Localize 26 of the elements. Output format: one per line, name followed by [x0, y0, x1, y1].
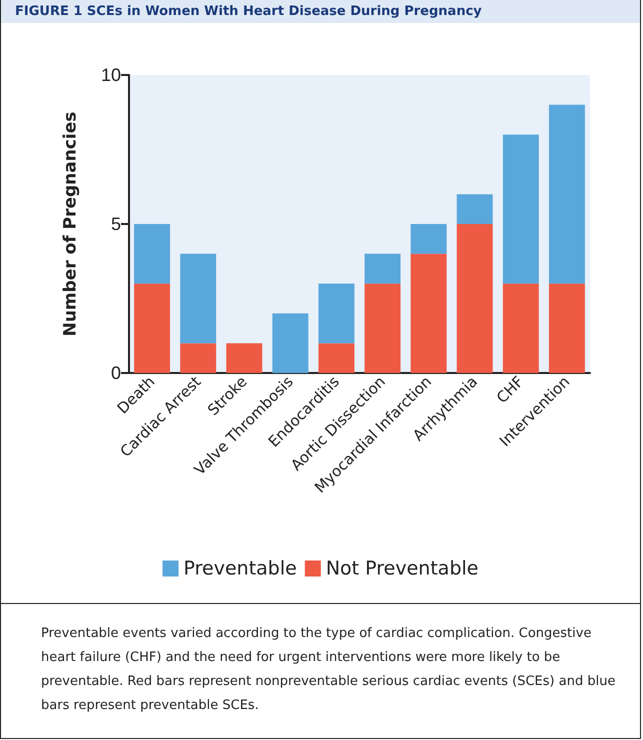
bar — [548, 284, 585, 373]
bar — [502, 284, 539, 373]
bar — [456, 194, 493, 224]
y-tick-label: 0 — [110, 363, 121, 383]
bar — [456, 224, 493, 373]
bar — [364, 254, 401, 284]
y-tick-label: 10 — [100, 65, 121, 85]
y-axis-title: Number of Pregnancies — [60, 112, 80, 336]
bar — [134, 284, 170, 373]
y-tick-label: 5 — [110, 214, 121, 234]
bar — [272, 313, 308, 373]
bar — [318, 284, 354, 344]
bar — [548, 104, 585, 284]
legend-label: Preventable — [184, 558, 297, 580]
bar — [364, 284, 401, 373]
bar — [134, 224, 170, 284]
bar — [410, 224, 447, 254]
legend-label: Not Preventable — [326, 558, 478, 580]
bar — [180, 254, 216, 344]
bar — [318, 343, 354, 373]
text: Preventable events varied according to the type of cardiac complication. Congestive heart failure (CHF) and the need for urgent interventions were more likely to be preventable. Red bars represent nonpreventable serious cardiac events (SCEs) and blue bars represent preventable SCEs. — [1, 603, 640, 738]
chart-title: FIGURE 1 SCEs in Women With Heart Disease During Pregnancy — [1, 0, 640, 23]
bar — [180, 343, 216, 373]
bar — [502, 134, 539, 284]
bar — [410, 254, 447, 373]
bar — [226, 343, 262, 373]
